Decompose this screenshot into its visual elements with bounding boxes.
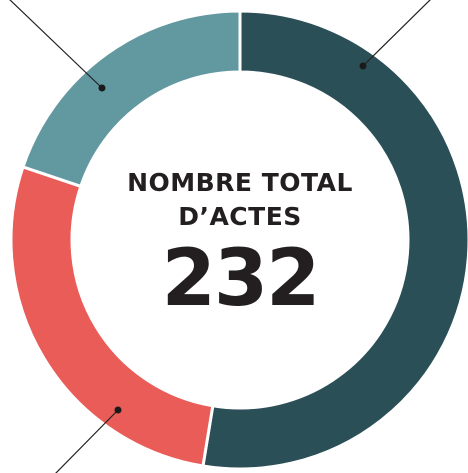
leader-dot bbox=[98, 84, 106, 92]
leader-dot bbox=[359, 62, 367, 70]
leader-line bbox=[9, 0, 103, 89]
leader-dot bbox=[114, 406, 122, 414]
total: 232 bbox=[161, 234, 321, 324]
leader-line bbox=[362, 0, 431, 67]
chart-title: NOMBRE TOTAL D’ACTES bbox=[127, 168, 353, 231]
center-label: NOMBRE TOTAL D’ACTES 232 bbox=[100, 166, 380, 324]
leader-line bbox=[55, 409, 119, 473]
donut-segment bbox=[9, 164, 215, 468]
donut-segment bbox=[201, 9, 468, 471]
donut-segment bbox=[21, 9, 242, 189]
